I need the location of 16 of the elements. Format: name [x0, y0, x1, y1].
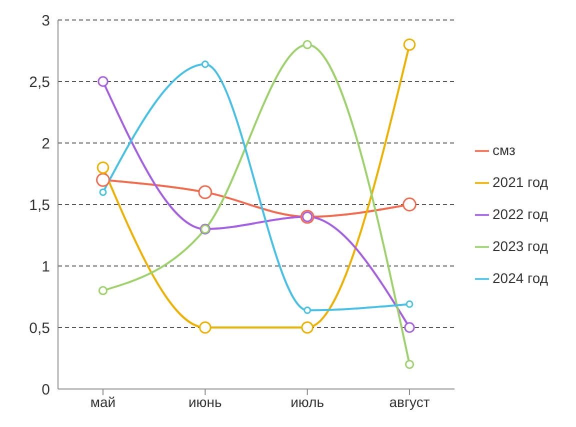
x-tick-label: июнь [188, 394, 222, 410]
legend-label: 2022 год [492, 206, 548, 222]
legend-label: 2021 год [492, 174, 548, 190]
y-tick-label: 3 [42, 12, 50, 30]
x-tick-label: июль [290, 394, 324, 410]
x-tick-label: май [90, 394, 116, 410]
legend-label: 2023 год [492, 238, 548, 254]
legend-label: смз [492, 142, 516, 158]
x-tick-label: август [389, 394, 430, 410]
y-tick-label: 0 [42, 381, 50, 398]
y-tick-label: 2 [42, 135, 50, 152]
y-tick-label: 1 [42, 258, 50, 276]
y-tick-label: 1,5 [29, 196, 50, 214]
y-tick-label: 0,5 [29, 320, 50, 337]
y-tick-label: 2,5 [29, 74, 50, 91]
legend-label: 2024 год [492, 270, 548, 286]
